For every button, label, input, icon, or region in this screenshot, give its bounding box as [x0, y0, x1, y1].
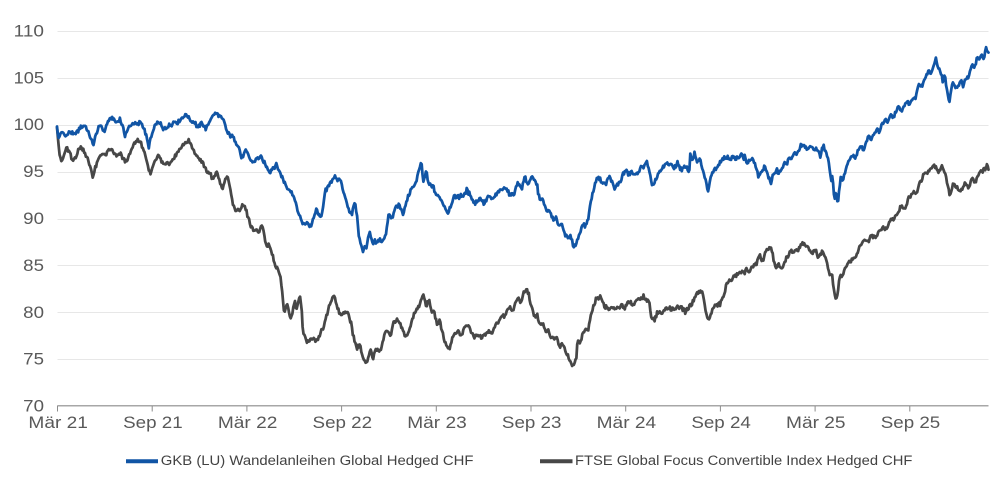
svg-text:Sep 25: Sep 25: [881, 414, 941, 432]
svg-text:Sep 22: Sep 22: [313, 414, 373, 432]
svg-text:80: 80: [23, 304, 44, 322]
svg-text:Mär 22: Mär 22: [218, 414, 278, 432]
svg-text:Mär 24: Mär 24: [597, 414, 657, 432]
svg-text:105: 105: [14, 69, 44, 87]
svg-text:Sep 24: Sep 24: [691, 414, 751, 432]
svg-text:Mär 23: Mär 23: [407, 414, 467, 432]
svg-text:100: 100: [14, 116, 44, 134]
svg-text:Mär 21: Mär 21: [28, 414, 88, 432]
svg-text:FTSE Global Focus Convertible: FTSE Global Focus Convertible Index Hedg…: [575, 453, 913, 469]
svg-text:110: 110: [14, 23, 44, 41]
svg-text:95: 95: [23, 163, 44, 181]
svg-text:Sep 23: Sep 23: [502, 414, 562, 432]
svg-text:70: 70: [23, 398, 44, 416]
svg-text:GKB (LU) Wandelanleihen Global: GKB (LU) Wandelanleihen Global Hedged CH…: [161, 453, 474, 469]
svg-text:90: 90: [23, 210, 44, 228]
svg-text:Mär 25: Mär 25: [786, 414, 846, 432]
svg-text:75: 75: [23, 351, 44, 369]
svg-text:Sep 21: Sep 21: [123, 414, 183, 432]
svg-text:85: 85: [23, 257, 44, 275]
